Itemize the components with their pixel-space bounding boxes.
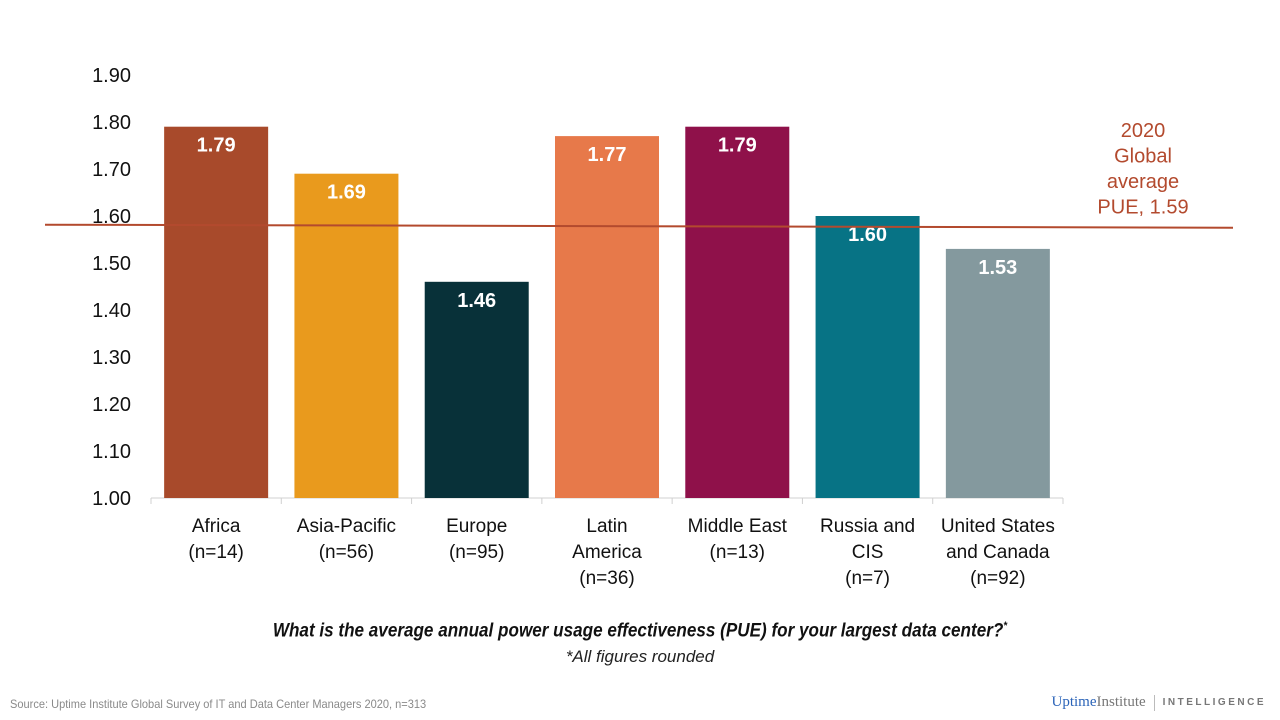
y-tick-label: 1.80 xyxy=(92,112,131,134)
category-label: (n=95) xyxy=(449,542,504,563)
category-label: Middle East xyxy=(688,516,788,537)
category-label: Asia-Pacific xyxy=(297,516,396,537)
category-label: Russia and xyxy=(820,516,915,537)
category-label: (n=14) xyxy=(188,542,243,563)
bar-6 xyxy=(945,248,1050,498)
category-label: America xyxy=(572,542,642,563)
category-label: and Canada xyxy=(946,542,1050,563)
bar-value-label: 1.46 xyxy=(457,290,496,312)
bar-value-label: 1.69 xyxy=(327,182,366,204)
y-tick-label: 1.60 xyxy=(92,206,131,228)
pue-bar-chart: 1.00 1.10 1.20 1.30 1.40 1.50 1.60 1.70 1.80 1.90… xyxy=(44,65,1234,589)
rounding-note: *All figures rounded xyxy=(565,647,715,666)
category-label: (n=36) xyxy=(579,568,634,589)
category-label: (n=56) xyxy=(319,542,374,563)
bar-value-label: 1.77 xyxy=(588,144,627,166)
y-tick-label: 1.50 xyxy=(92,253,131,275)
bar-1 xyxy=(294,173,399,498)
category-label: United States xyxy=(941,516,1055,537)
global-average-label: Global xyxy=(1114,146,1172,168)
category-label: (n=13) xyxy=(710,542,765,563)
bar-5 xyxy=(815,216,920,498)
category-label: Europe xyxy=(446,516,507,537)
global-average-label: PUE, 1.59 xyxy=(1097,197,1188,219)
y-tick-label: 1.70 xyxy=(92,159,131,181)
category-label: (n=92) xyxy=(970,568,1025,589)
category-label: Latin xyxy=(586,516,627,537)
source-text: Source: Uptime Institute Global Survey o… xyxy=(10,697,427,711)
y-tick-label: 1.10 xyxy=(92,441,131,463)
bar-2 xyxy=(424,281,529,498)
y-tick-label: 1.00 xyxy=(92,488,131,510)
category-label: Africa xyxy=(192,516,241,537)
y-tick-label: 1.30 xyxy=(92,347,131,369)
global-average-line xyxy=(44,223,1234,229)
bar-value-label: 1.79 xyxy=(718,135,757,157)
y-tick-label: 1.40 xyxy=(92,300,131,322)
global-average-label: 2020 xyxy=(1121,120,1166,142)
bar-value-label: 1.60 xyxy=(848,224,887,246)
bar-4 xyxy=(685,126,790,498)
y-tick-label: 1.90 xyxy=(92,65,131,87)
category-label: (n=7) xyxy=(845,568,890,589)
y-tick-label: 1.20 xyxy=(92,394,131,416)
bar-value-label: 1.53 xyxy=(978,257,1017,279)
global-average-label: average xyxy=(1107,171,1179,193)
x-axis-question: What is the average annual power usage e… xyxy=(272,620,1008,642)
category-label: CIS xyxy=(852,542,884,563)
bar-value-label: 1.79 xyxy=(197,135,236,157)
bar-3 xyxy=(555,136,659,498)
uptime-institute-logo: Uptime Institute INTELLIGENCE xyxy=(1051,694,1266,711)
bar-0 xyxy=(164,126,269,498)
